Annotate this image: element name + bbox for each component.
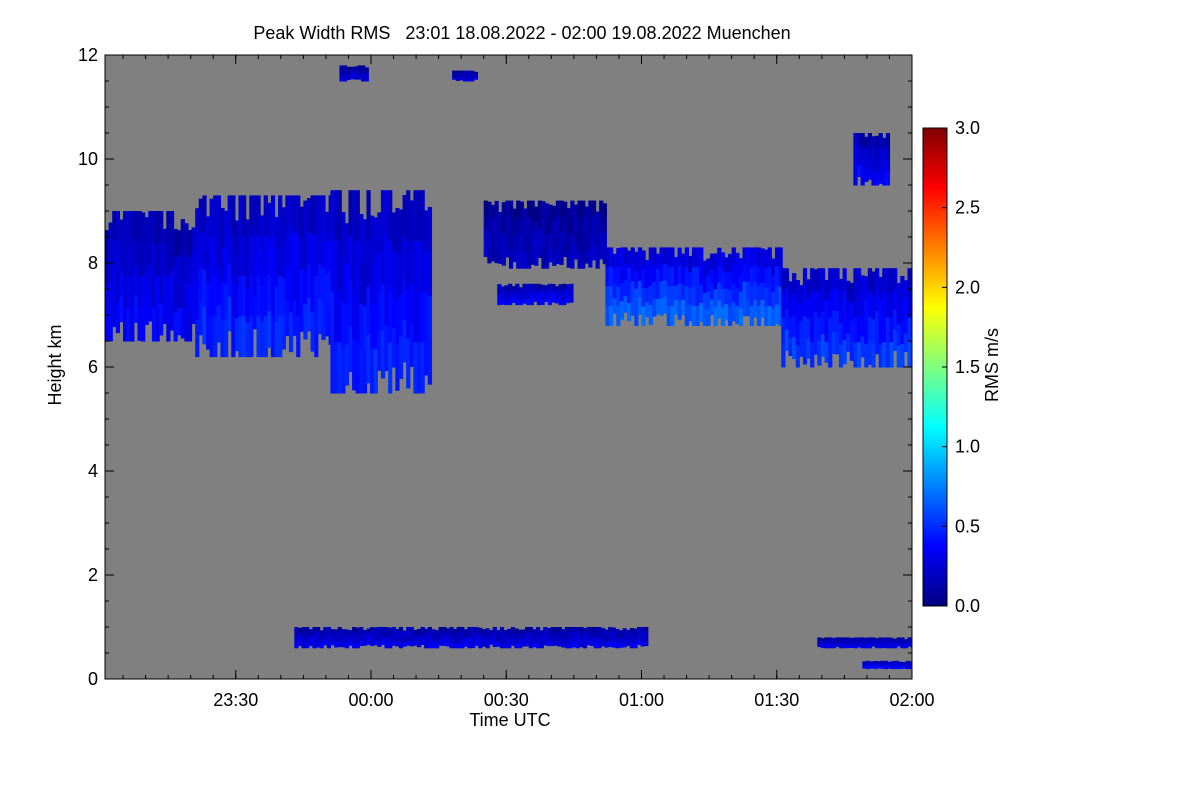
x-tick-label: 23:30 [213,690,258,710]
echo-layer [781,268,912,368]
y-tick-label: 10 [78,149,98,169]
x-axis-label: Time UTC [469,710,550,730]
y-tick-label: 2 [88,565,98,585]
y-tick-label: 0 [88,669,98,689]
echo-layer [605,247,783,326]
x-axis: 23:30 00:00 00:30 01:00 01:30 02:00 [122,55,935,710]
echo-layer [483,200,607,269]
colorbar-tick-label: 0.0 [955,596,980,616]
colorbar-tick-label: 1.0 [955,437,980,457]
colorbar-tick-label: 1.5 [955,357,980,377]
echo-layer [817,637,912,649]
y-tick-label: 12 [78,45,98,65]
x-tick-label: 00:00 [348,690,393,710]
y-tick-label: 6 [88,357,98,377]
colorbar-tick-label: 2.0 [955,277,980,297]
y-tick-label: 8 [88,253,98,273]
echo-layer [330,190,433,394]
colorbar-tick-label: 3.0 [955,118,980,138]
colorbar-ticks: 0.0 0.5 1.0 1.5 2.0 2.5 3.0 [942,118,980,616]
colorbar-label: RMS m/s [982,328,1002,402]
echo-layer [294,627,649,649]
echo-layer [339,65,369,82]
colorbar-tick-label: 2.5 [955,198,980,218]
colorbar-tick-label: 0.5 [955,516,980,536]
echo-layer [195,195,333,358]
echo-layer [497,283,574,306]
x-tick-label: 01:30 [754,690,799,710]
chart-title: Peak Width RMS 23:01 18.08.2022 - 02:00 … [253,23,790,43]
y-axis: 0 2 4 6 8 10 12 [78,45,912,689]
echo-layer [105,211,196,342]
x-tick-label: 00:30 [484,690,529,710]
echo-layers [105,65,912,670]
y-tick-label: 4 [88,461,98,481]
echo-layer [452,70,478,82]
echo-layer [862,660,912,670]
y-axis-label: Height km [45,324,65,405]
x-tick-label: 01:00 [619,690,664,710]
x-tick-label: 02:00 [889,690,934,710]
echo-layer [853,133,891,186]
plot-background [105,55,912,679]
